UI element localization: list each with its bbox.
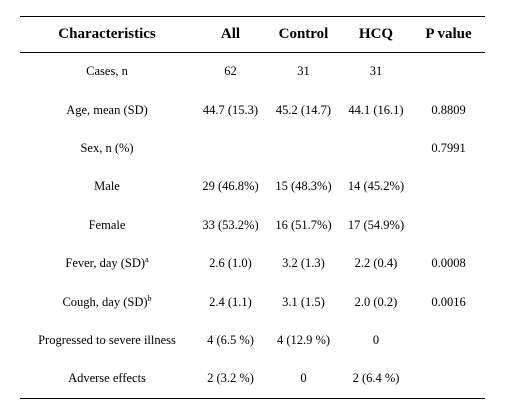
cell-hcq: 0	[372, 332, 380, 347]
cell-hcq: 14 (45.2%)	[347, 179, 405, 194]
header-hcq: HCQ	[340, 16, 412, 53]
cell-p-value	[412, 206, 485, 244]
cell-p-value	[412, 53, 485, 91]
cell-p-value: 0.7991	[431, 140, 466, 155]
cell-hcq: 2.2 (0.4)	[354, 256, 398, 271]
cell-all: 2.4 (1.1)	[209, 294, 252, 309]
cell-control: 0	[267, 359, 340, 399]
row-label-text: Male	[94, 179, 120, 194]
row-label: Adverse effects	[20, 359, 194, 399]
cell-hcq: 31	[369, 64, 383, 79]
cell-control: 31	[297, 64, 310, 79]
row-label-text: Progressed to severe illness	[38, 332, 176, 347]
cell-hcq: 44.1 (16.1)	[348, 102, 404, 117]
row-label: Progressed to severe illness	[20, 321, 194, 359]
table-header-row: Characteristics All Control HCQ P value	[20, 16, 485, 53]
row-label-text: Cough, day (SD)	[62, 294, 148, 309]
row-label-text: Cases, n	[86, 64, 128, 79]
characteristics-table: Characteristics All Control HCQ P value …	[20, 16, 485, 399]
row-label: Cough, day (SD)b	[20, 283, 194, 321]
cell-all	[194, 129, 267, 167]
table-row: Progressed to severe illness 4 (6.5 %) 4 (…	[20, 321, 485, 359]
table-row: Cases, n 62 31 31	[20, 53, 485, 91]
cell-p-value	[412, 359, 485, 399]
cell-control: 3.2 (1.3)	[282, 256, 325, 271]
cell-control: 45.2 (14.7)	[275, 102, 332, 117]
cell-all: 2 (3.2 %)	[194, 359, 267, 399]
cell-p-value: 0.0008	[431, 256, 466, 271]
cell-control: 16 (51.7%)	[275, 217, 332, 232]
header-control: Control	[267, 16, 340, 53]
table-row: Adverse effects 2 (3.2 %) 0 2 (6.4 %)	[20, 359, 485, 399]
cell-all: 33 (53.2%)	[202, 217, 259, 232]
row-label: Cases, n	[20, 53, 194, 91]
table-row: Female 33 (53.2%) 16 (51.7%) 17 (54.9%)	[20, 206, 485, 244]
cell-all: 62	[224, 64, 237, 79]
cell-control	[267, 129, 340, 167]
cell-control: 4 (12.9 %)	[276, 332, 331, 347]
row-label: Female	[20, 206, 194, 244]
table-row: Male 29 (46.8%) 15 (48.3%) 14 (45.2%)	[20, 168, 485, 206]
row-label: Sex, n (%)	[20, 129, 194, 167]
row-label-text: Fever, day (SD)	[65, 256, 146, 271]
table-row: Fever, day (SD)a 2.6 (1.0) 3.2 (1.3) 2.2 (0…	[20, 244, 485, 282]
cell-hcq: 2.0 (0.2)	[354, 294, 398, 309]
row-label-text: Sex, n (%)	[80, 140, 134, 155]
cell-all: 44.7 (15.3)	[202, 102, 259, 117]
header-p-value: P value	[412, 16, 485, 53]
table-row: Age, mean (SD) 44.7 (15.3) 45.2 (14.7) 44.1…	[20, 91, 485, 129]
cell-control: 15 (48.3%)	[275, 179, 332, 194]
cell-p-value	[412, 321, 485, 359]
header-all: All	[194, 16, 267, 53]
cell-hcq	[340, 129, 412, 167]
table-row: Sex, n (%) 0.7991	[20, 129, 485, 167]
cell-p-value: 0.0016	[431, 294, 466, 309]
row-label: Age, mean (SD)	[20, 91, 194, 129]
cell-p-value: 0.8809	[431, 102, 466, 117]
row-label: Male	[20, 168, 194, 206]
cell-hcq: 2 (6.4 %)	[340, 359, 412, 399]
cell-all: 2.6 (1.0)	[209, 256, 252, 271]
cell-all: 29 (46.8%)	[202, 179, 259, 194]
cell-control: 3.1 (1.5)	[282, 294, 325, 309]
cell-all: 4 (6.5 %)	[207, 332, 254, 347]
row-label-text: Age, mean (SD)	[66, 102, 148, 117]
row-label-text: Adverse effects	[68, 371, 146, 386]
footnote-marker: a	[145, 254, 149, 264]
header-characteristics: Characteristics	[20, 16, 194, 53]
footnote-marker: b	[147, 293, 152, 303]
cell-p-value	[412, 168, 485, 206]
table-row: Cough, day (SD)b 2.4 (1.1) 3.1 (1.5) 2.0 (0…	[20, 283, 485, 321]
cell-hcq: 17 (54.9%)	[347, 217, 405, 232]
row-label-text: Female	[88, 217, 126, 232]
row-label: Fever, day (SD)a	[20, 244, 194, 282]
